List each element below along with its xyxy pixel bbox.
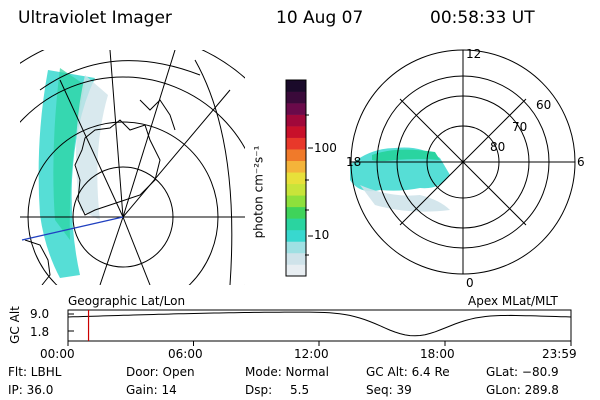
polar-plot (350, 49, 576, 275)
colorbar-swatch (286, 91, 306, 104)
mlat-label-60: 60 (536, 98, 552, 112)
dsp-value: 5.5 (290, 383, 310, 397)
mode-field: Mode: Normal (245, 365, 329, 379)
app-title: Ultraviolet Imager (18, 8, 172, 28)
dsp-label: Dsp: (245, 383, 273, 397)
mlt-label-6: 6 (577, 155, 585, 169)
altitude-ylabel: GC Alt (7, 306, 22, 344)
colorbar-swatch (286, 126, 306, 138)
altitude-curve (67, 311, 572, 337)
colorbar (285, 79, 307, 277)
mlt-label-18: 18 (346, 155, 362, 169)
colorbar-swatch (286, 195, 306, 208)
left-panel-label: Geographic Lat/Lon (68, 294, 186, 308)
colorbar-frame (285, 79, 307, 277)
mlt-label-0: 0 (466, 276, 474, 290)
altitude-ytick-1-8: 1.8 (30, 325, 50, 339)
date-label: 10 Aug 07 (276, 8, 364, 28)
colorbar-swatch (286, 80, 306, 92)
mlt-label-12: 12 (466, 47, 482, 61)
altitude-plot (67, 309, 572, 346)
gain-field: Gain: 14 (126, 383, 177, 397)
colorbar-tick-100: 100 (314, 141, 337, 155)
xtick-2359: 23:59 (542, 347, 577, 361)
colorbar-swatch (286, 172, 306, 185)
xtick-0000: 00:00 (40, 347, 75, 361)
colorbar-unit-label: photon cm⁻²s⁻¹ (251, 145, 266, 239)
terminator-line (21, 216, 124, 241)
right-panel-label: Apex MLat/MLT (468, 294, 558, 308)
colorbar-swatch (286, 103, 306, 115)
colorbar-swatch (286, 241, 306, 254)
colorbar-swatch (286, 229, 306, 242)
colorbar-swatch (286, 218, 306, 231)
colorbar-swatch (286, 206, 306, 219)
geographic-map (20, 50, 245, 285)
colorbar-tick-10: 10 (314, 228, 330, 242)
altitude-ytick-9: 9.0 (30, 307, 50, 321)
colorbar-swatch (286, 137, 306, 150)
seq-field: Seq: 39 (366, 383, 412, 397)
colorbar-swatch (286, 264, 306, 277)
xtick-0600: 06:00 (168, 347, 203, 361)
mlat-label-80: 80 (490, 140, 506, 154)
colorbar-swatch (286, 160, 306, 173)
xtick-1200: 12:00 (294, 347, 329, 361)
flt-field: Flt: LBHL (8, 365, 62, 379)
coastline-antarctica (74, 119, 161, 216)
gc-alt-field: GC Alt: 6.4 Re (366, 365, 450, 379)
ip-field: IP: 36.0 (8, 383, 54, 397)
colorbar-swatch (286, 114, 306, 127)
time-label: 00:58:33 UT (430, 8, 535, 28)
colorbar-swatch (286, 183, 306, 196)
colorbar-swatch (286, 149, 306, 162)
glon-field: GLon: 289.8 (486, 383, 559, 397)
mlat-label-70: 70 (512, 120, 528, 134)
colorbar-swatch (286, 252, 306, 265)
xtick-1800: 18:00 (420, 347, 455, 361)
glat-field: GLat: −80.9 (486, 365, 559, 379)
door-field: Door: Open (126, 365, 195, 379)
